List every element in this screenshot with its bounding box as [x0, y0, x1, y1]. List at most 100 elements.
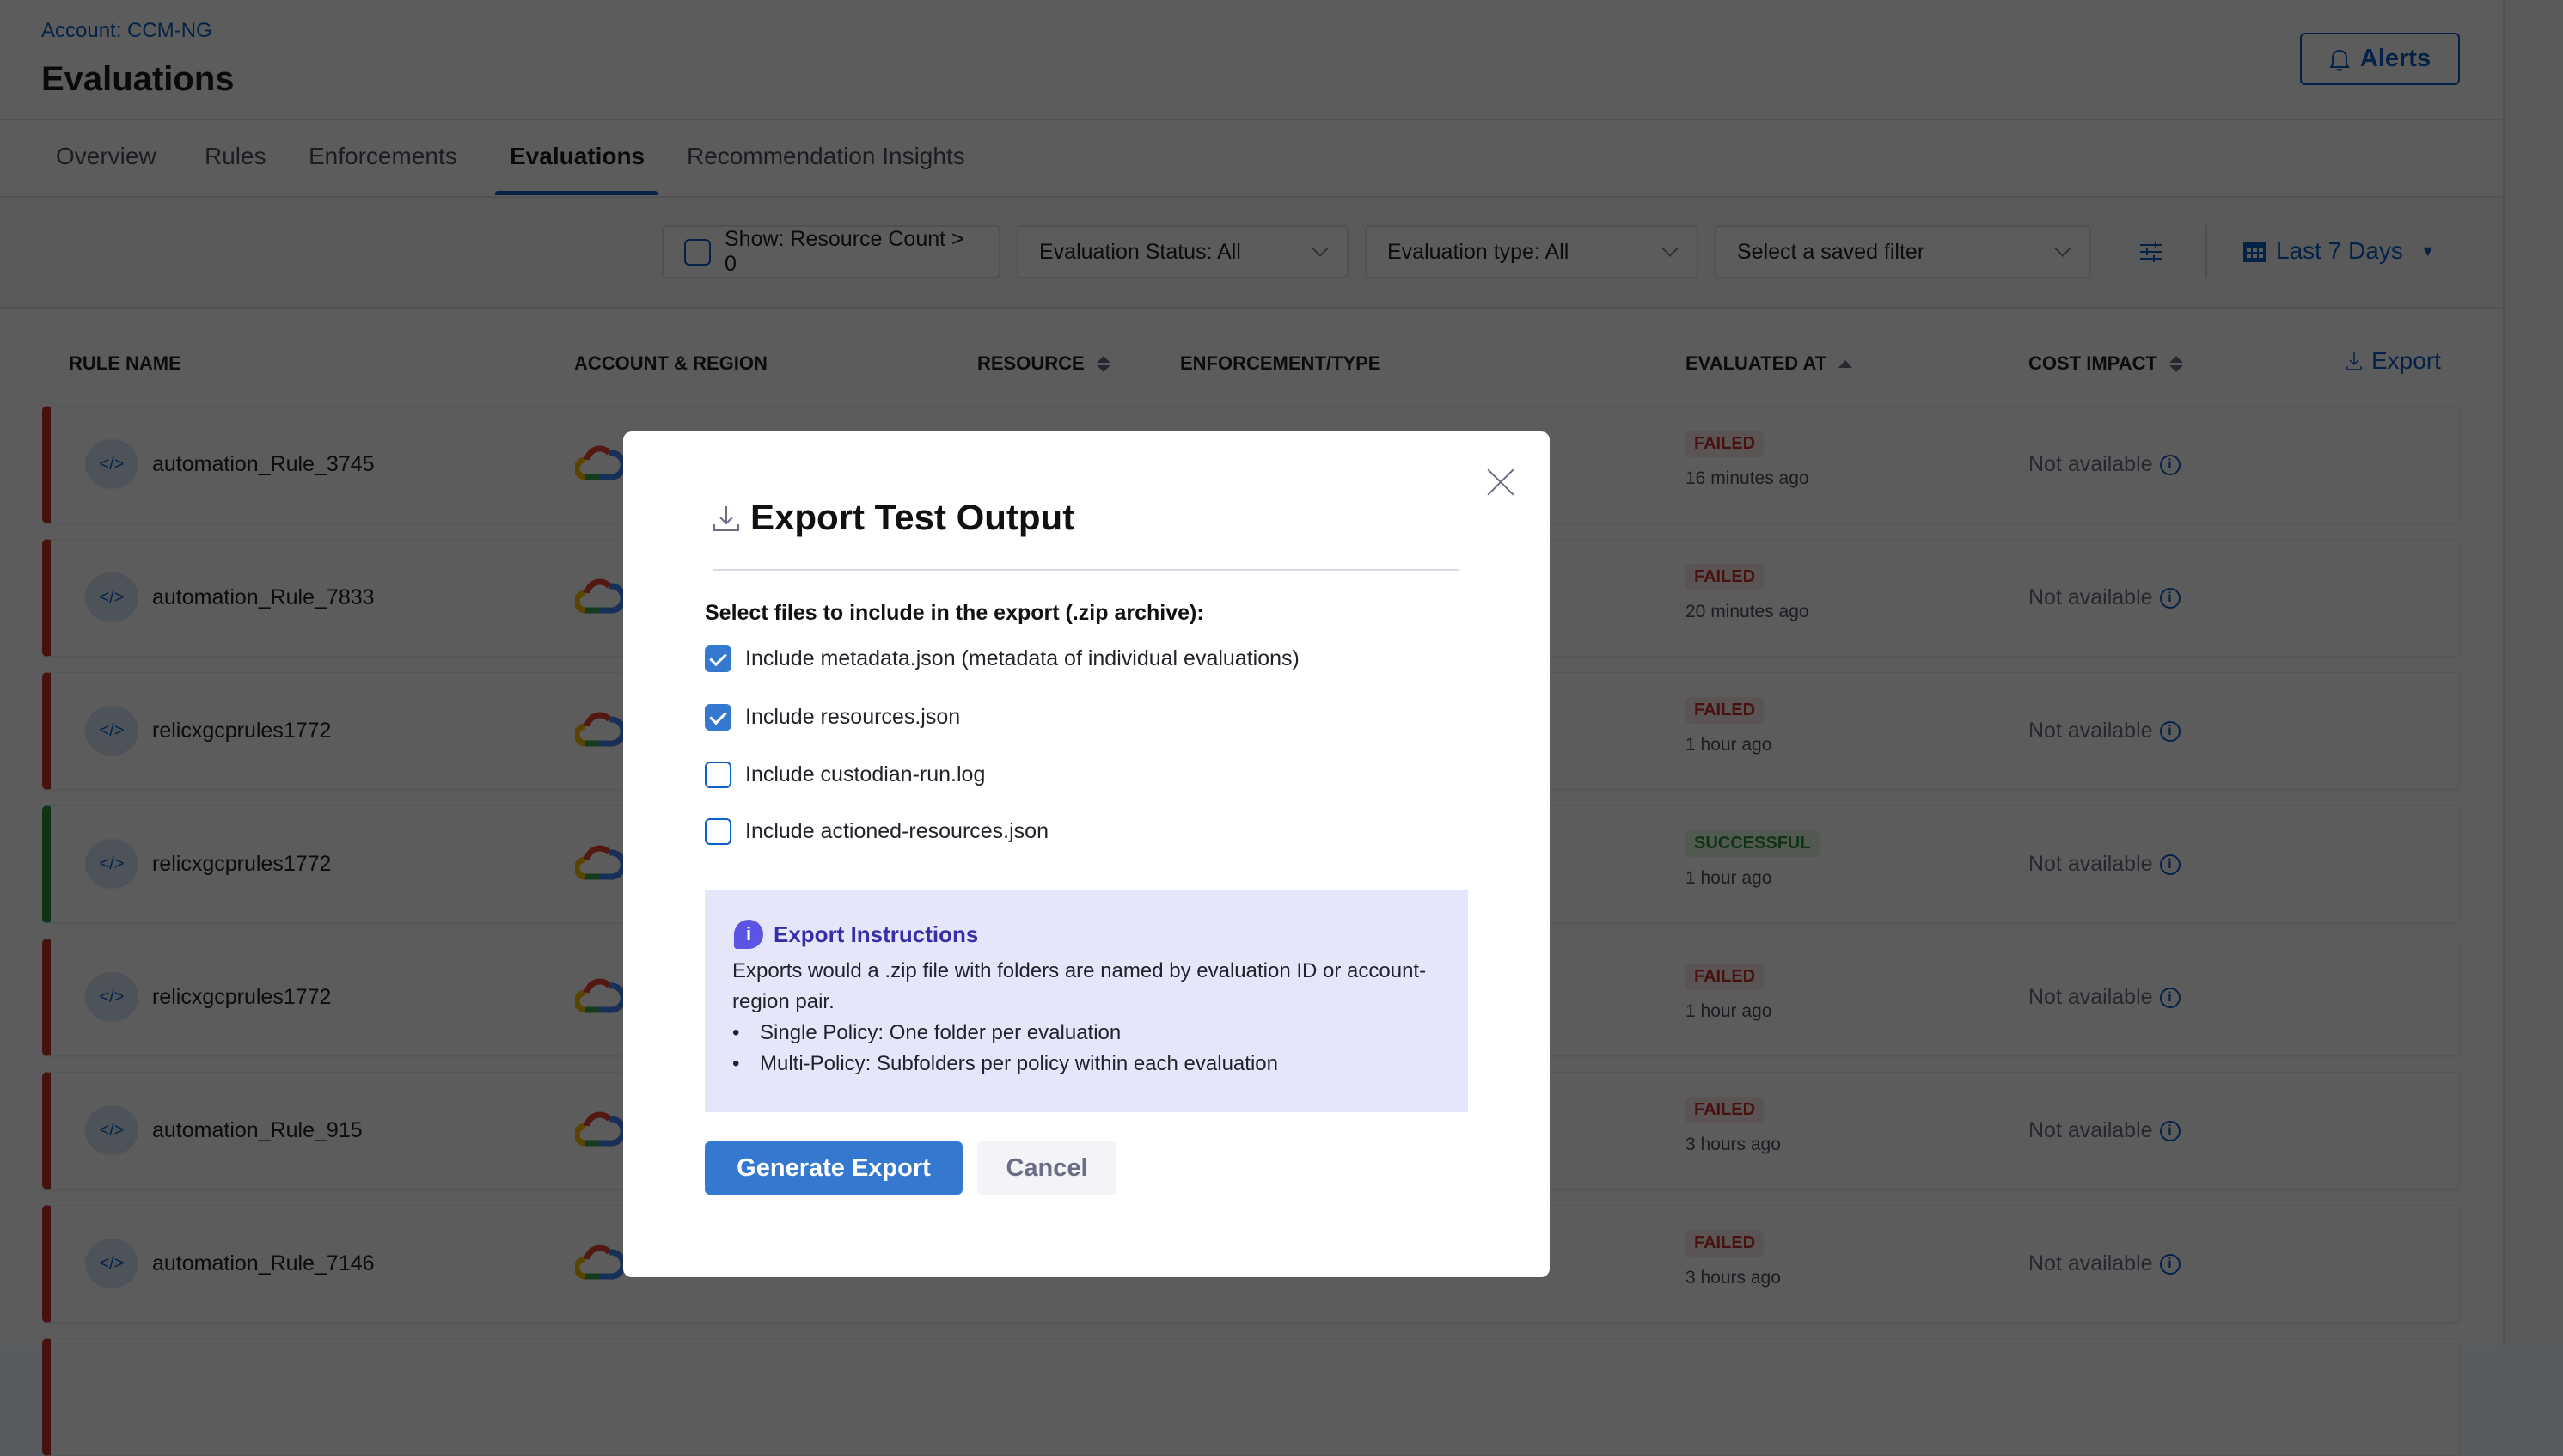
dialog-prompt: Select files to include in the export (.…: [705, 601, 1204, 625]
actioned-resources-checkbox[interactable]: [705, 818, 731, 845]
evaluated-time: 1 hour ago: [1685, 868, 1772, 888]
resources-checkbox[interactable]: [705, 704, 731, 731]
filter-settings-icon[interactable]: [2138, 239, 2164, 265]
gcp-cloud-icon: [575, 1111, 623, 1147]
caret-down-icon: ▼: [2419, 242, 2436, 260]
option-custodian-log[interactable]: Include custodian-run.log: [705, 762, 985, 788]
column-enforcement-type: ENFORCEMENT/TYPE: [1180, 352, 1381, 374]
column-resource[interactable]: RESOURCE: [977, 352, 1110, 375]
resource-count-toggle[interactable]: Show: Resource Count > 0: [662, 225, 1000, 278]
instructions-heading: Export Instructions: [774, 921, 979, 947]
option-metadata[interactable]: Include metadata.json (metadata of indiv…: [705, 645, 1300, 672]
account-breadcrumb[interactable]: Account: CCM-NG: [41, 19, 212, 42]
option-label: Include custodian-run.log: [745, 762, 986, 786]
rule-icon: </>: [85, 572, 138, 622]
filter-separator: [2205, 225, 2207, 278]
close-icon[interactable]: [1486, 468, 1515, 497]
cost-impact: Not available i: [2028, 985, 2181, 1010]
info-icon[interactable]: i: [2159, 1253, 2181, 1275]
tab-overview[interactable]: Overview: [56, 143, 156, 169]
saved-filter-placeholder: Select a saved filter: [1737, 239, 1925, 264]
chevron-down-icon: [2054, 240, 2071, 257]
info-icon[interactable]: i: [2159, 1120, 2181, 1141]
status-badge: FAILED: [1685, 431, 1765, 457]
column-evaluated-at[interactable]: EVALUATED AT: [1685, 352, 1853, 375]
cost-impact: Not available i: [2028, 1118, 2181, 1143]
rule-icon: </>: [85, 972, 138, 1022]
evaluated-time: 16 minutes ago: [1685, 468, 1809, 488]
info-icon[interactable]: i: [2159, 720, 2181, 742]
cancel-button[interactable]: Cancel: [977, 1141, 1116, 1195]
export-label: Export: [2371, 347, 2441, 374]
evaluated-time: 3 hours ago: [1685, 1135, 1781, 1154]
evaluated-time: 3 hours ago: [1685, 1268, 1781, 1288]
bell-icon: [2329, 49, 2350, 71]
rule-name[interactable]: relicxgcprules1772: [152, 852, 332, 876]
evaluated-time: 1 hour ago: [1685, 735, 1772, 755]
gcp-cloud-icon: [575, 712, 623, 747]
chevron-down-icon: [1312, 240, 1329, 257]
status-badge: FAILED: [1685, 564, 1765, 590]
dialog-title: Export Test Output: [750, 497, 1075, 537]
active-tab-indicator: [495, 191, 658, 195]
info-icon[interactable]: i: [2159, 987, 2181, 1008]
rule-name[interactable]: automation_Rule_7146: [152, 1251, 375, 1276]
page-title: Evaluations: [41, 60, 235, 98]
gcp-cloud-icon: [575, 978, 623, 1013]
export-instructions: i Export Instructions Exports would a .zi…: [705, 890, 1468, 1112]
tab-rules[interactable]: Rules: [205, 143, 266, 169]
sort-icon[interactable]: [2168, 355, 2183, 372]
export-dialog: Export Test Output Select files to inclu…: [623, 431, 1550, 1277]
tab-enforcements[interactable]: Enforcements: [309, 143, 457, 169]
tab-evaluations[interactable]: Evaluations: [510, 143, 645, 169]
download-icon: [713, 506, 739, 531]
status-badge: FAILED: [1685, 1230, 1765, 1257]
sort-asc-icon[interactable]: [1838, 359, 1853, 368]
table-row[interactable]: [42, 1338, 2460, 1456]
custodian-log-checkbox[interactable]: [705, 762, 731, 788]
gcp-cloud-icon: [575, 578, 623, 614]
generate-export-button[interactable]: Generate Export: [705, 1141, 963, 1195]
resource-count-checkbox[interactable]: [684, 238, 711, 266]
option-label: Include metadata.json (metadata of indiv…: [745, 646, 1300, 670]
sort-icon[interactable]: [1096, 355, 1110, 372]
export-button[interactable]: Export: [2346, 347, 2441, 375]
status-badge: FAILED: [1685, 1097, 1765, 1123]
gcp-cloud-icon: [575, 445, 623, 480]
alerts-button[interactable]: Alerts: [2300, 33, 2460, 85]
cost-impact: Not available i: [2028, 719, 2181, 743]
rule-icon: </>: [85, 839, 138, 889]
saved-filter-select[interactable]: Select a saved filter: [1715, 225, 2091, 278]
dialog-divider: [713, 569, 1459, 571]
info-icon[interactable]: i: [2159, 587, 2181, 609]
rule-name[interactable]: automation_Rule_7833: [152, 585, 375, 609]
rule-name[interactable]: relicxgcprules1772: [152, 719, 332, 743]
alerts-label: Alerts: [2359, 45, 2431, 72]
info-icon: i: [734, 920, 763, 949]
evaluation-type-select[interactable]: Evaluation type: All: [1365, 225, 1698, 278]
rule-name[interactable]: automation_Rule_3745: [152, 452, 375, 476]
rule-name[interactable]: relicxgcprules1772: [152, 985, 332, 1009]
status-badge: FAILED: [1685, 697, 1765, 724]
rule-name[interactable]: automation_Rule_915: [152, 1118, 363, 1142]
info-icon[interactable]: i: [2159, 853, 2181, 875]
option-resources[interactable]: Include resources.json: [705, 704, 960, 731]
metadata-checkbox[interactable]: [705, 645, 731, 672]
calendar-icon: [2243, 242, 2266, 262]
date-range-label: Last 7 Days: [2276, 237, 2403, 264]
info-icon[interactable]: i: [2159, 454, 2181, 475]
chevron-down-icon: [1661, 240, 1679, 257]
option-actioned-resources[interactable]: Include actioned-resources.json: [705, 818, 1049, 845]
download-icon: [2346, 352, 2362, 370]
instructions-bullet: Multi-Policy: Subfolders per policy with…: [732, 1049, 1441, 1080]
cost-impact: Not available i: [2028, 852, 2181, 877]
status-badge: SUCCESSFUL: [1685, 830, 1820, 857]
column-cost-impact[interactable]: COST IMPACT: [2028, 352, 2183, 375]
rule-icon: </>: [85, 1239, 138, 1288]
evaluation-status-select[interactable]: Evaluation Status: All: [1017, 225, 1349, 278]
option-label: Include resources.json: [745, 705, 961, 729]
cost-impact: Not available i: [2028, 585, 2181, 610]
tab-recommendation-insights[interactable]: Recommendation Insights: [687, 143, 965, 169]
date-range-picker[interactable]: Last 7 Days ▼: [2242, 237, 2436, 265]
rule-icon: </>: [85, 439, 138, 489]
